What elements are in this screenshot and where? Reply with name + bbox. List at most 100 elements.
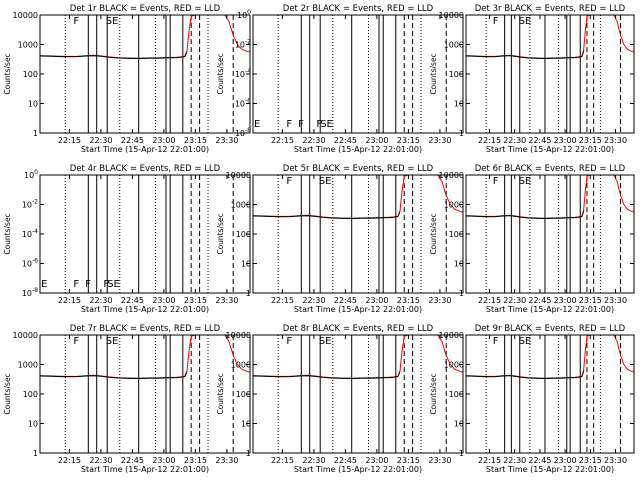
x-tick-label: 22:15 [58, 136, 81, 145]
y-tick-label: 10000 [13, 11, 38, 20]
x-tick-label: 23:30 [428, 136, 451, 145]
events-series-line [252, 211, 401, 219]
x-tick-label: 22:45 [334, 136, 357, 145]
y-tick-label: 10-6 [235, 98, 251, 109]
y-tick-label: 10-4 [235, 68, 251, 79]
y-axis-label: Counts/sec [216, 213, 225, 254]
y-axis-label: Counts/sec [216, 53, 225, 94]
x-tick-label: 23:30 [215, 296, 238, 305]
x-axis-label: Start Time (15-Apr-12 22:01:00) [294, 305, 422, 314]
y-tick-label: 1 [33, 449, 38, 458]
x-axis-label: Start Time (15-Apr-12 22:01:00) [294, 465, 422, 474]
y-tick-label: 100 [237, 9, 251, 20]
x-tick-label: 23:30 [428, 456, 451, 465]
y-axis-label: Counts/sec [429, 213, 438, 254]
lld-series-line [252, 174, 464, 219]
x-tick-label: 22:45 [121, 456, 144, 465]
event-marker-label: SE [106, 336, 119, 347]
event-marker-label: F [103, 279, 109, 290]
y-tick-label: 10 [454, 420, 464, 429]
y-tick-label: 1000 [444, 201, 464, 210]
event-marker-label: F [286, 336, 292, 347]
x-axis-label: Start Time (15-Apr-12 22:01:00) [486, 145, 614, 154]
lld-series-line [465, 174, 635, 219]
y-tick-label: 10000 [226, 171, 251, 180]
y-axis-label: Counts/sec [3, 373, 12, 414]
x-tick-label: 23:15 [184, 296, 207, 305]
x-axis-label: Start Time (15-Apr-12 22:01:00) [486, 305, 614, 314]
events-series-line [465, 371, 585, 379]
x-tick-label: 22:45 [528, 136, 551, 145]
events-series-line [465, 51, 585, 59]
x-tick-label: 23:00 [152, 296, 175, 305]
event-marker-label: F [73, 336, 79, 347]
events-series-line [39, 51, 188, 59]
x-tick-label: 23:30 [215, 456, 238, 465]
x-tick-label: 22:15 [271, 136, 294, 145]
y-tick-label: 100 [23, 70, 38, 79]
y-tick-label: 1000 [231, 201, 251, 210]
event-marker-label: SE [519, 336, 532, 347]
events-series-line [465, 211, 585, 219]
plot-frame [465, 334, 635, 454]
event-marker-label: F [493, 336, 499, 347]
y-tick-label: 10-4 [22, 228, 38, 239]
event-marker-label: F [85, 279, 91, 290]
y-tick-label: 10000 [226, 331, 251, 340]
x-tick-label: 23:00 [365, 296, 388, 305]
event-marker-label: SE [320, 119, 333, 130]
y-tick-label: 10000 [439, 331, 464, 340]
events-series-line [39, 371, 188, 379]
panel-title: Det 2r BLACK = Events, RED = LLD [283, 4, 434, 14]
y-tick-label: 100 [236, 230, 251, 239]
event-marker-label: E [254, 119, 260, 130]
y-tick-label: 10-8 [22, 287, 38, 298]
y-axis-label: Counts/sec [429, 373, 438, 414]
y-tick-label: 1000 [231, 361, 251, 370]
x-tick-label: 23:15 [579, 296, 602, 305]
event-marker-label: F [286, 176, 292, 187]
x-tick-label: 23:30 [604, 136, 627, 145]
x-tick-label: 23:30 [428, 296, 451, 305]
lld-series-line [465, 14, 635, 59]
x-tick-label: 23:00 [152, 456, 175, 465]
x-tick-label: 23:30 [604, 296, 627, 305]
y-tick-label: 1 [459, 289, 464, 298]
x-tick-label: 23:00 [554, 136, 577, 145]
x-tick-label: 22:45 [528, 296, 551, 305]
panel-title: Det 3r BLACK = Events, RED = LLD [475, 4, 626, 14]
lld-series-line [252, 334, 464, 379]
panel-det9: Det 9r BLACK = Events, RED = LLD 10000 100… [429, 324, 635, 474]
panel-title: Det 5r BLACK = Events, RED = LLD [283, 164, 434, 174]
y-tick-label: 1 [33, 129, 38, 138]
y-tick-label: 100 [449, 70, 464, 79]
y-tick-label: 10 [454, 100, 464, 109]
x-tick-label: 22:15 [271, 296, 294, 305]
y-tick-label: 1000 [18, 41, 38, 50]
lld-series-line [39, 14, 251, 59]
x-tick-label: 22:30 [89, 456, 112, 465]
panel-det1: Det 1r BLACK = Events, RED = LLD 10000 100… [3, 4, 251, 154]
event-marker-label: SE [107, 279, 120, 290]
y-tick-label: 100 [23, 390, 38, 399]
panel-det2: Det 2r BLACK = Events, RED = LLD 10-8 10-6… [216, 4, 464, 154]
lld-series-line [465, 334, 635, 379]
x-tick-label: 22:30 [302, 456, 325, 465]
panel-det6: Det 6r BLACK = Events, RED = LLD 10000 100… [429, 164, 635, 314]
panel-det4: Det 4r BLACK = Events, RED = LLD 10-8 10-6… [3, 164, 251, 314]
x-axis-label: Start Time (15-Apr-12 22:01:00) [81, 305, 209, 314]
x-tick-label: 23:00 [554, 456, 577, 465]
x-tick-label: 22:30 [302, 136, 325, 145]
x-tick-label: 23:15 [397, 136, 420, 145]
panel-title: Det 8r BLACK = Events, RED = LLD [283, 324, 434, 334]
panel-title: Det 7r BLACK = Events, RED = LLD [70, 324, 221, 334]
panel-title: Det 1r BLACK = Events, RED = LLD [70, 4, 221, 14]
x-tick-label: 22:15 [271, 456, 294, 465]
event-marker-label: SE [319, 176, 332, 187]
x-tick-label: 22:15 [58, 296, 81, 305]
x-tick-label: 23:15 [397, 296, 420, 305]
x-tick-label: 23:30 [215, 136, 238, 145]
y-tick-label: 10 [241, 260, 251, 269]
y-tick-label: 100 [449, 390, 464, 399]
y-tick-label: 1000 [18, 361, 38, 370]
